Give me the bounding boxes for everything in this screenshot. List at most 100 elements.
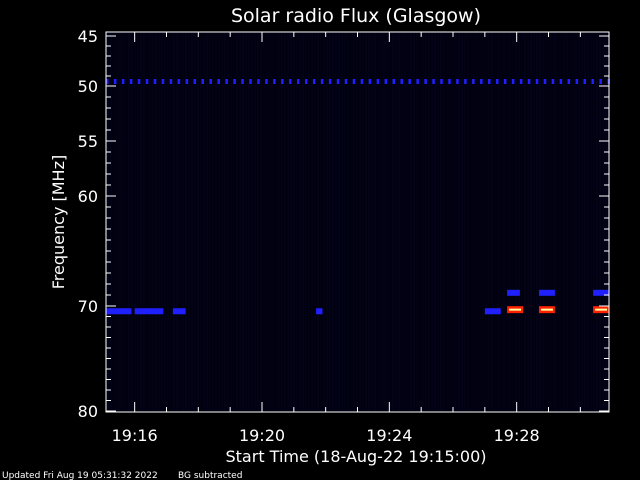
dotted-band-mark — [432, 79, 435, 84]
texture-stripe — [398, 33, 400, 411]
texture-stripe — [602, 33, 604, 411]
texture-stripe — [428, 33, 430, 411]
texture-stripe — [515, 33, 517, 411]
texture-stripe — [149, 33, 151, 411]
x-tick-label: 19:20 — [239, 426, 285, 445]
texture-stripe — [185, 33, 187, 411]
spectrogram-features — [106, 79, 610, 315]
texture-stripe — [254, 33, 256, 411]
burst-peak-mark — [509, 308, 522, 311]
dotted-band-mark — [193, 79, 197, 84]
texture-stripe — [374, 33, 376, 411]
dotted-band-mark — [153, 79, 157, 84]
footer-bg-subtracted: BG subtracted — [178, 471, 242, 480]
texture-stripe — [242, 33, 244, 411]
texture-stripe — [434, 33, 436, 411]
texture-stripe — [224, 33, 226, 411]
texture-stripe — [383, 33, 385, 411]
dotted-band-mark — [201, 79, 205, 84]
texture-stripe — [338, 33, 340, 411]
y-tick-label: 70 — [78, 297, 98, 316]
texture-stripe — [479, 33, 481, 411]
dotted-band-mark — [400, 79, 403, 84]
texture-stripe — [284, 33, 286, 411]
dotted-band-mark — [384, 79, 388, 84]
texture-stripe — [350, 33, 352, 411]
texture-stripe — [455, 33, 457, 411]
texture-stripe — [119, 33, 121, 411]
texture-stripe — [290, 33, 292, 411]
dotted-band-mark — [503, 79, 507, 84]
texture-stripe — [296, 33, 298, 411]
texture-stripe — [488, 33, 490, 411]
texture-stripe — [233, 33, 235, 411]
texture-stripe — [188, 33, 190, 411]
texture-stripe — [371, 33, 373, 411]
texture-stripe — [317, 33, 319, 411]
texture-stripe — [152, 33, 154, 411]
texture-stripe — [125, 33, 127, 411]
x-axis: 19:16 19:20 19:24 19:28 — [112, 32, 581, 445]
dotted-band-mark — [360, 79, 364, 84]
texture-stripe — [206, 33, 208, 411]
texture-stripe — [494, 33, 496, 411]
texture-stripe — [260, 33, 262, 411]
dotted-band-mark — [575, 79, 579, 84]
texture-stripe — [161, 33, 163, 411]
texture-stripe — [404, 33, 406, 411]
y-tick-label: 80 — [78, 402, 98, 421]
dotted-band-mark — [376, 79, 380, 84]
texture-stripe — [251, 33, 253, 411]
texture-stripe — [380, 33, 382, 411]
y-axis: 45 50 55 60 70 80 — [78, 27, 609, 421]
texture-stripe — [458, 33, 460, 411]
dotted-band-mark — [177, 79, 181, 84]
texture-stripe — [167, 33, 169, 411]
texture-stripe — [518, 33, 520, 411]
texture-stripe — [248, 33, 250, 411]
texture-stripe — [299, 33, 301, 411]
texture-stripe — [419, 33, 421, 411]
texture-stripe — [542, 33, 544, 411]
texture-stripe — [446, 33, 448, 411]
texture-stripe — [155, 33, 157, 411]
dotted-band-mark — [121, 79, 125, 84]
dotted-band-mark — [129, 79, 133, 84]
texture-stripe — [275, 33, 277, 411]
x-tick-label: 19:28 — [494, 426, 540, 445]
dotted-band-mark — [273, 79, 276, 84]
texture-stripe — [302, 33, 304, 411]
y-tick-label: 55 — [78, 132, 98, 151]
band-mark — [172, 308, 186, 315]
texture-stripe — [347, 33, 349, 411]
texture-stripe — [107, 33, 109, 411]
texture-stripe — [146, 33, 148, 411]
texture-stripe — [449, 33, 451, 411]
dotted-band-mark — [511, 79, 515, 84]
texture-stripe — [536, 33, 538, 411]
texture-stripe — [335, 33, 337, 411]
dotted-band-mark — [281, 79, 284, 84]
texture-stripe — [431, 33, 433, 411]
texture-stripe — [356, 33, 358, 411]
dotted-band-mark — [583, 79, 587, 84]
texture-stripe — [110, 33, 112, 411]
dotted-band-mark — [527, 79, 531, 84]
texture-stripe — [332, 33, 334, 411]
y-tick-label: 60 — [78, 187, 98, 206]
texture-stripe — [503, 33, 505, 411]
texture-stripe — [305, 33, 307, 411]
y-tick-label: 45 — [78, 27, 98, 46]
texture-stripe — [413, 33, 415, 411]
texture-stripe — [245, 33, 247, 411]
texture-stripe — [461, 33, 463, 411]
texture-stripe — [359, 33, 361, 411]
texture-stripe — [470, 33, 472, 411]
texture-stripe — [278, 33, 280, 411]
texture-stripe — [281, 33, 283, 411]
texture-stripe — [221, 33, 223, 411]
burst-peak-mark — [540, 308, 553, 311]
texture-stripe — [554, 33, 556, 411]
dotted-band-mark — [113, 79, 117, 84]
